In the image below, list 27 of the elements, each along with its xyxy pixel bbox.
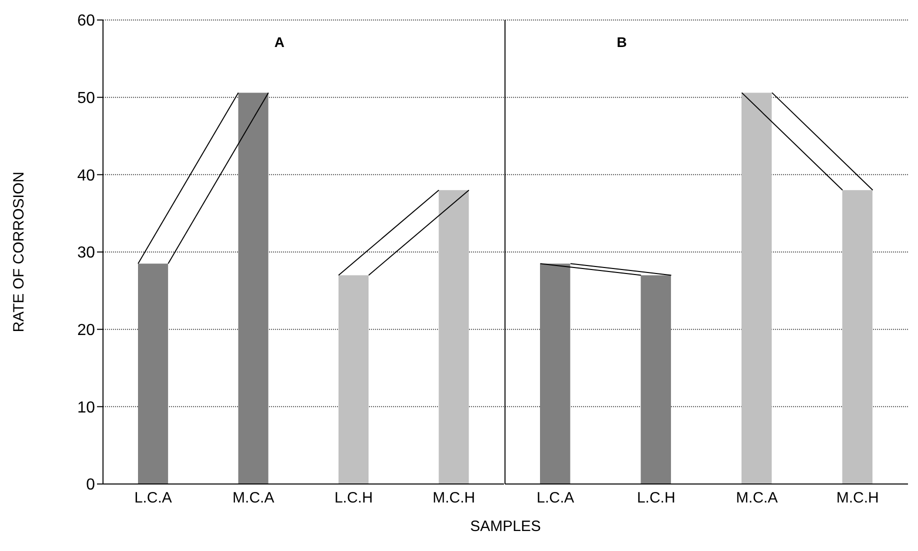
text: A (274, 34, 284, 50)
x-tick-label: L.C.A (134, 490, 172, 507)
x-tick-label: L.C.H (636, 490, 676, 507)
y-tick-label: 60 (77, 12, 96, 30)
y-tick-label: 50 (77, 90, 96, 108)
y-tick-label: 40 (77, 167, 96, 184)
x-tick-label: L.C.A (536, 490, 574, 507)
bar (438, 190, 469, 484)
x-tick-label: M.C.A (232, 490, 274, 507)
x-tick-label: M.C.A (736, 490, 778, 507)
bar (338, 275, 369, 484)
y-tick-label: 20 (77, 322, 96, 340)
text: B (616, 34, 627, 50)
bar (842, 190, 872, 484)
bar (640, 275, 671, 484)
bar (540, 264, 570, 484)
bar (742, 92, 772, 484)
y-tick-label: 0 (86, 476, 96, 494)
x-tick-label: L.C.H (334, 490, 373, 507)
bar (238, 92, 268, 484)
x-tick-label: M.C.H (836, 490, 879, 507)
x-axis-title: SAMPLES (469, 518, 542, 535)
y-tick-label: 30 (77, 244, 96, 262)
y-axis-title: RATE OF CORROSION (10, 172, 28, 332)
x-tick-label: M.C.H (432, 490, 476, 507)
bar (138, 264, 168, 484)
y-tick-label: 10 (77, 399, 96, 416)
